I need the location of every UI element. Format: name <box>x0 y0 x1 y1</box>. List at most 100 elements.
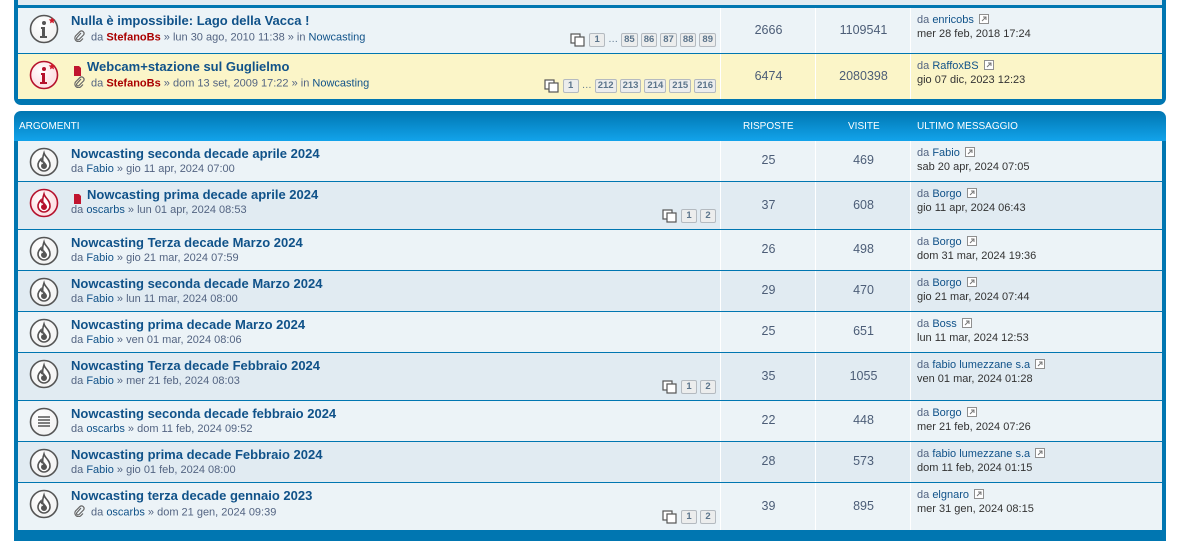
views-cell: 651 <box>815 312 911 352</box>
author[interactable]: Fabio <box>86 293 114 305</box>
by: da <box>917 188 930 200</box>
goto-last[interactable] <box>966 188 977 201</box>
page-link[interactable]: 2 <box>700 379 716 394</box>
last-author[interactable]: RaffoxBS <box>932 60 979 72</box>
topic-title[interactable]: Webcam+stazione sul Guglielmo <box>87 59 290 74</box>
topic-title[interactable]: Nowcasting Terza decade Marzo 2024 <box>71 235 303 250</box>
goto-last[interactable] <box>964 147 975 160</box>
author[interactable]: Fabio <box>86 163 114 175</box>
topic-title[interactable]: Nowcasting seconda decade aprile 2024 <box>71 146 320 161</box>
views: 1055 <box>849 368 878 383</box>
author[interactable]: Fabio <box>86 252 114 264</box>
goto-last[interactable] <box>966 277 977 290</box>
last-author[interactable]: Boss <box>932 318 957 330</box>
author[interactable]: oscarbs <box>86 204 125 216</box>
author[interactable]: Fabio <box>86 334 114 346</box>
last-author-line: da Borgo <box>917 188 977 201</box>
by: da <box>917 489 930 501</box>
topic-icon <box>29 14 59 49</box>
last-author[interactable]: elgnaro <box>932 489 970 501</box>
topic-title[interactable]: Nowcasting Terza decade Febbraio 2024 <box>71 358 321 373</box>
page-link[interactable]: 213 <box>619 78 642 93</box>
topic-row: Nowcasting prima decade aprile 2024 da os… <box>18 182 1162 229</box>
views-cell: 1109541 <box>815 8 911 53</box>
topic-title[interactable]: Nowcasting prima decade aprile 2024 <box>87 187 319 202</box>
author[interactable]: StefanoBs <box>106 31 161 44</box>
goto-last[interactable] <box>1035 359 1046 372</box>
page-link[interactable]: 216 <box>694 78 716 93</box>
page-link[interactable]: 2 <box>700 208 716 223</box>
views: 651 <box>853 324 874 338</box>
views-cell: 469 <box>815 141 911 181</box>
page-link[interactable]: 2 <box>700 509 716 524</box>
replies-cell: 37 <box>720 182 816 229</box>
last-author[interactable]: Borgo <box>932 236 962 248</box>
page-link[interactable]: 85 <box>621 32 638 47</box>
topic-title[interactable]: Nulla è impossibile: Lago della Vacca ! <box>71 13 310 28</box>
last-author[interactable]: Borgo <box>932 407 962 419</box>
goto-last[interactable] <box>966 236 977 249</box>
goto-last[interactable] <box>966 407 977 420</box>
page-link[interactable]: 215 <box>669 78 692 93</box>
page-link[interactable]: 89 <box>699 32 716 47</box>
page-link[interactable]: 1 <box>589 32 606 47</box>
last-author-line: da Fabio <box>917 147 975 160</box>
goto-last[interactable] <box>974 489 985 502</box>
last-author[interactable]: Fabio <box>932 147 960 159</box>
author[interactable]: oscarbs <box>86 423 125 435</box>
last-author[interactable]: enricobs <box>932 14 974 26</box>
last-cell: da Fabio sab 20 apr, 2024 07:05 <box>910 141 1162 181</box>
pages-icon <box>662 207 678 224</box>
goto-last[interactable] <box>1035 448 1046 461</box>
unread-icon <box>73 63 82 81</box>
topic-title[interactable]: Nowcasting seconda decade febbraio 2024 <box>71 406 337 421</box>
goto-last[interactable] <box>983 60 994 73</box>
page-link[interactable]: 88 <box>679 32 697 47</box>
author[interactable]: Fabio <box>86 464 114 476</box>
page-link[interactable]: 86 <box>640 32 658 47</box>
topic-meta: da oscarbs » dom 21 gen, 2024 09:39 <box>73 505 276 520</box>
replies-cell: 6474 <box>720 54 816 99</box>
pages-icon <box>570 31 586 48</box>
last-date: mer 28 feb, 2018 17:24 <box>917 28 1031 40</box>
page-link[interactable]: 212 <box>594 78 617 93</box>
col-last: ULTIMO MESSAGGIO <box>917 121 1018 132</box>
page-link[interactable]: 1 <box>562 78 579 93</box>
last-date: gio 21 mar, 2024 07:44 <box>917 291 1030 303</box>
views: 608 <box>853 197 874 212</box>
replies-cell: 35 <box>720 353 816 400</box>
topic-title[interactable]: Nowcasting terza decade gennaio 2023 <box>71 488 313 503</box>
author[interactable]: StefanoBs <box>106 77 161 90</box>
replies-cell: 39 <box>720 483 816 530</box>
page-link[interactable]: 1 <box>681 379 697 394</box>
page-link[interactable]: 1 <box>681 509 697 524</box>
attachment-icon <box>73 76 85 91</box>
last-cell: da fabio lumezzane s.a dom 11 feb, 2024 0… <box>910 442 1162 482</box>
views-cell: 498 <box>815 230 911 270</box>
last-author[interactable]: Borgo <box>932 188 962 200</box>
page-link[interactable]: 87 <box>660 32 677 47</box>
topic-meta: da StefanoBs » dom 13 set, 2009 17:22 » … <box>73 76 369 91</box>
topic-title[interactable]: Nowcasting prima decade Febbraio 2024 <box>71 447 323 462</box>
forum-link[interactable]: Nowcasting <box>312 77 370 90</box>
replies: 29 <box>761 283 776 297</box>
topic-title[interactable]: Nowcasting prima decade Marzo 2024 <box>71 317 306 332</box>
topic-meta: da Fabio » ven 01 mar, 2024 08:06 <box>71 334 242 346</box>
last-author[interactable]: Borgo <box>932 277 962 289</box>
last-author[interactable]: fabio lumezzane s.a <box>932 359 1031 371</box>
topic-title[interactable]: Nowcasting seconda decade Marzo 2024 <box>71 276 323 291</box>
author[interactable]: Fabio <box>86 375 114 387</box>
last-author[interactable]: fabio lumezzane s.a <box>932 448 1031 460</box>
forum-link[interactable]: Nowcasting <box>308 31 366 44</box>
author[interactable]: oscarbs <box>106 506 145 519</box>
page-link[interactable]: 214 <box>644 78 667 93</box>
last-cell: da Borgo gio 11 apr, 2024 06:43 <box>910 182 1162 229</box>
replies-cell: 25 <box>720 141 816 181</box>
goto-last[interactable] <box>978 14 989 27</box>
goto-last[interactable] <box>961 318 972 331</box>
last-author-line: da enricobs <box>917 14 989 27</box>
col-views: VISITE <box>848 121 880 132</box>
page-link[interactable]: 1 <box>681 208 697 223</box>
date: » lun 11 mar, 2024 08:00 <box>116 293 238 305</box>
